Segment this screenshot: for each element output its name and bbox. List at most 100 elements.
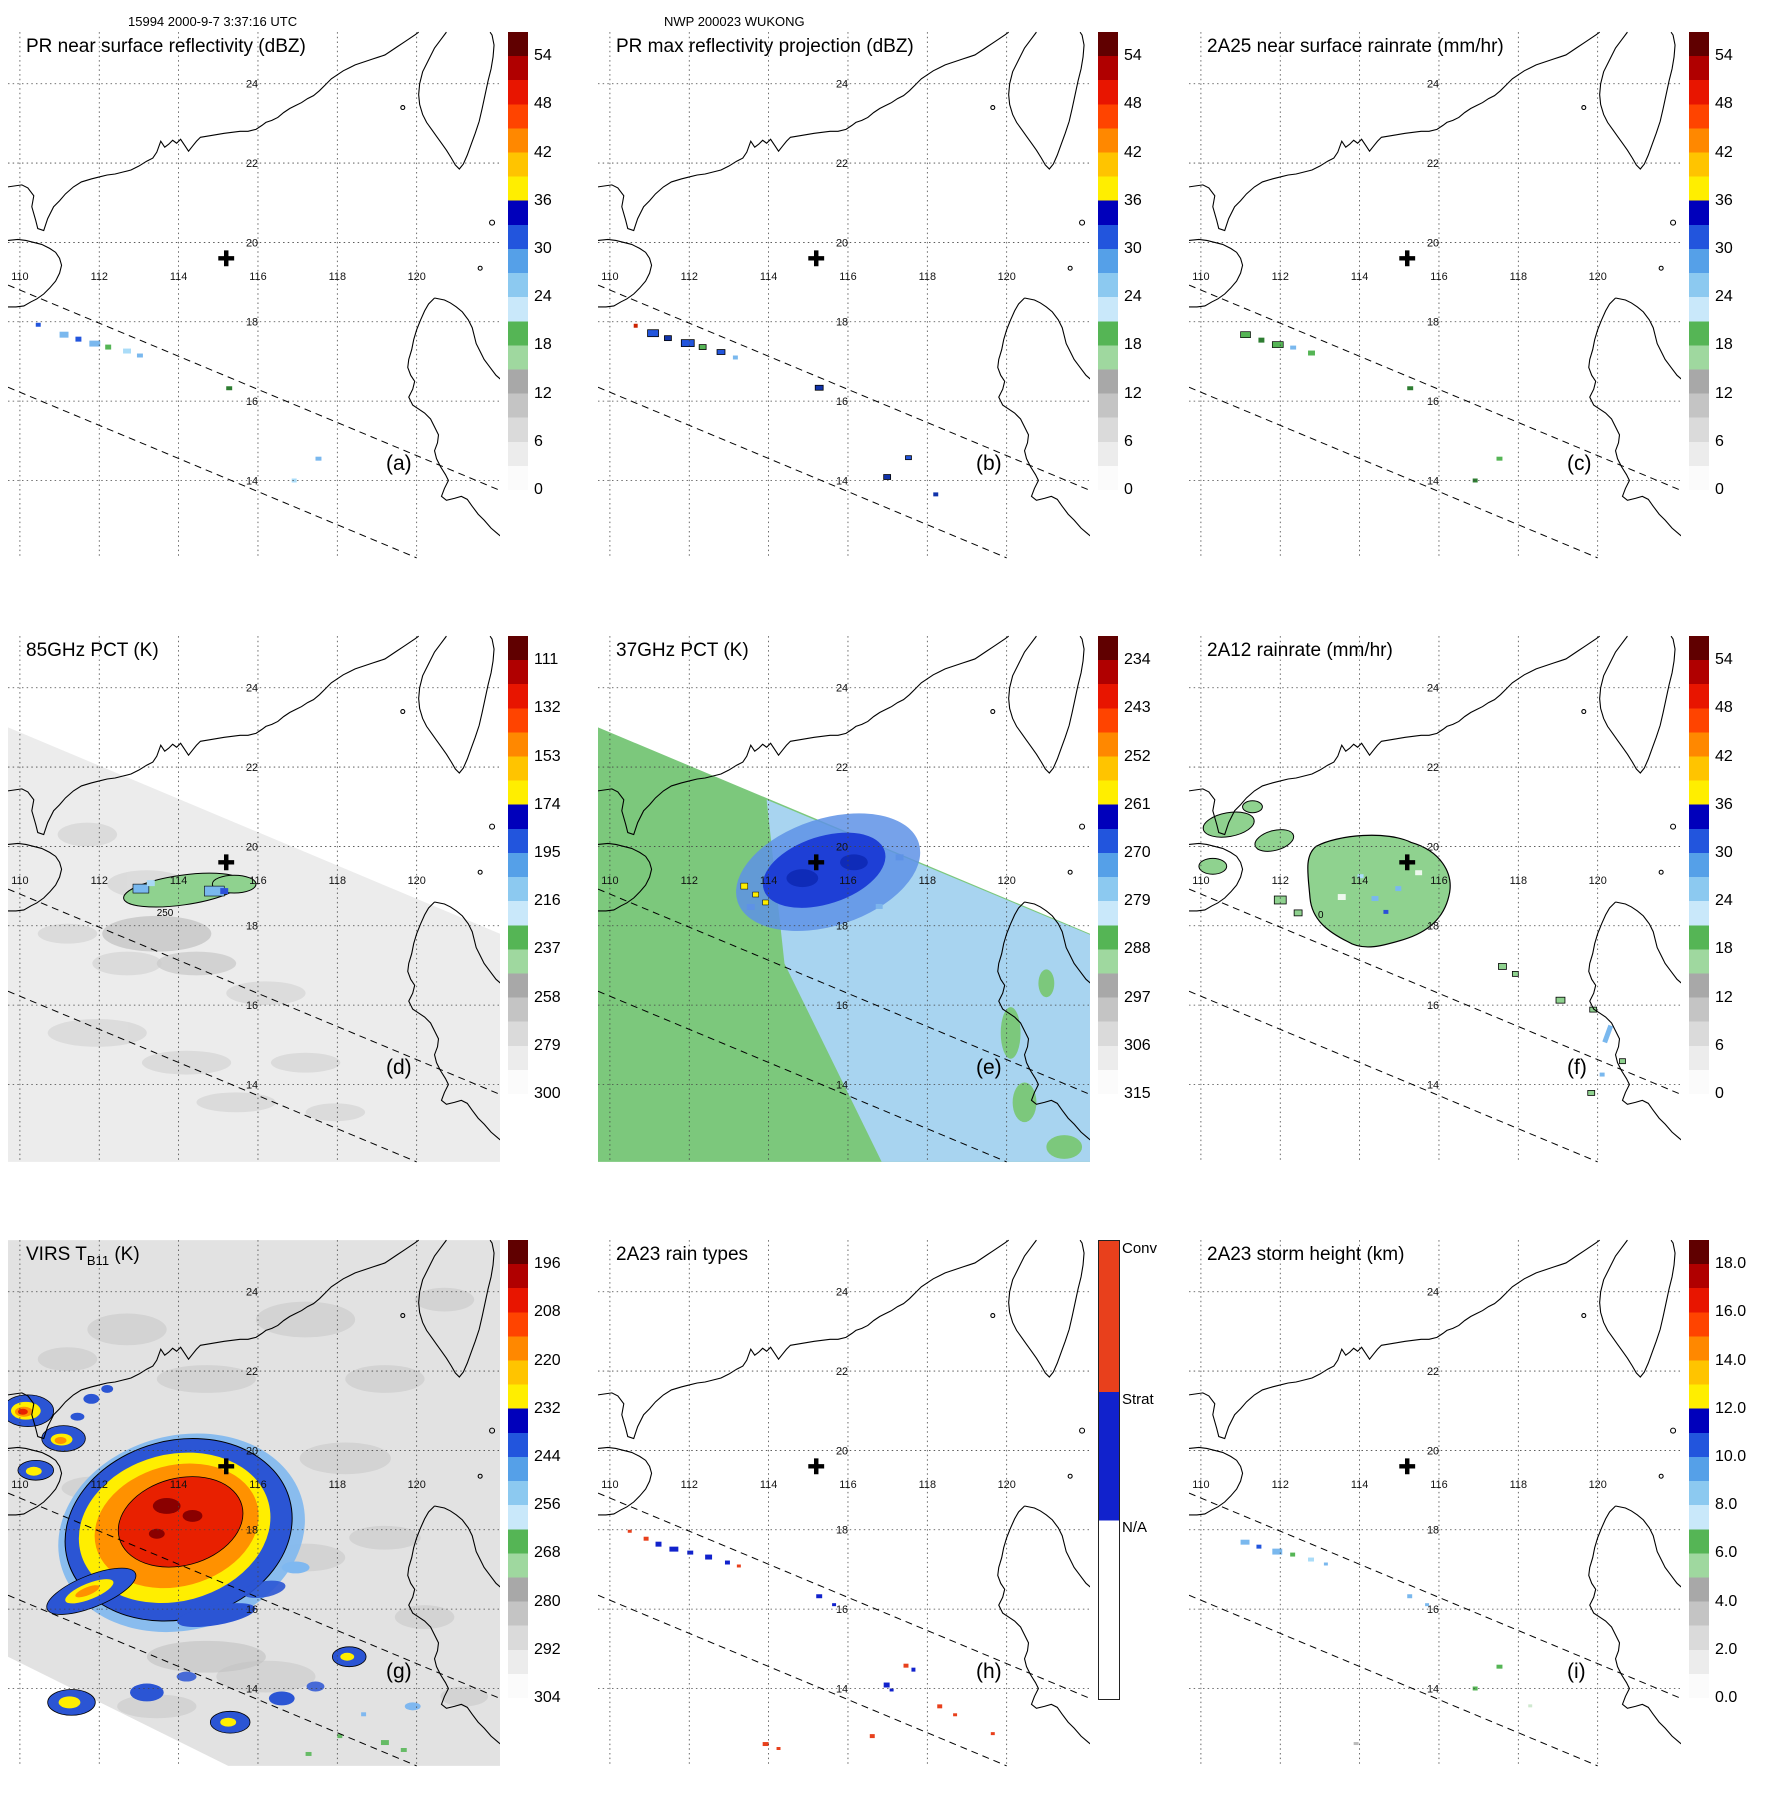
colorbar-tick-label: 36 — [534, 191, 552, 209]
colorbar-gradient — [508, 636, 528, 1094]
grid-label: 114 — [760, 1479, 777, 1491]
data-overlay: 0 — [1198, 800, 1626, 1096]
panel-a: 110 112 114 116 118 120 24 22 20 18 16 14 PR near s… — [0, 30, 590, 595]
grid-label: 24 — [1427, 79, 1439, 91]
panel-d: 250 110 112 114 116 118 120 24 22 20 18 16 14 85GHz… — [0, 634, 590, 1199]
colorbar-tick-label: 18.0 — [1715, 1255, 1747, 1273]
grid-label: 116 — [249, 875, 266, 887]
map-canvas: 110 112 114 116 118 120 24 22 20 18 16 14 — [1189, 1238, 1681, 1768]
colorbar-tick-label: 300 — [534, 1085, 561, 1102]
map-c: 110 112 114 116 118 120 24 22 20 18 16 14 2A25 near… — [1189, 30, 1681, 560]
colorbar-tick-label: 6.0 — [1715, 1544, 1738, 1562]
grid-label: 120 — [998, 875, 1016, 887]
colorbar-gradient — [508, 1240, 528, 1698]
grid-label: 14 — [836, 1683, 848, 1695]
data-overlay — [598, 727, 1090, 1162]
colorbar-tick-label: 54 — [1124, 47, 1142, 65]
grid-label: 120 — [1589, 1479, 1607, 1491]
grid-label: 16 — [246, 1000, 258, 1012]
colorbar-tick-label: 306 — [1124, 1036, 1151, 1054]
colorbar-tick-label: 244 — [534, 1447, 561, 1465]
grid-labels: 110 112 114 116 118 120 24 22 20 18 16 14 — [11, 1287, 426, 1696]
grid-label: 116 — [249, 1479, 266, 1491]
grid-label: 120 — [408, 271, 426, 283]
grid-label: 20 — [836, 841, 848, 853]
grid-label: 22 — [1427, 1366, 1439, 1378]
colorbar-tick-label: 6 — [534, 432, 543, 450]
panel-title: 2A25 near surface rainrate (mm/hr) — [1207, 36, 1504, 57]
grid-label: 120 — [408, 1479, 426, 1491]
colorbar: 54 48 42 36 30 24 18 12 6 0 — [1098, 32, 1178, 498]
colorbar-tick-label: 132 — [534, 699, 561, 717]
map-canvas: 0 110 112 114 116 118 120 24 22 20 18 16 14 — [1189, 634, 1681, 1164]
grid-label: 20 — [1427, 237, 1439, 249]
grid-labels: 110 112 114 116 118 120 24 22 20 18 16 14 — [11, 79, 426, 488]
grid-label: 114 — [760, 875, 777, 887]
grid-label: 24 — [246, 1287, 258, 1299]
colorbar-tick-label: 315 — [1124, 1085, 1151, 1102]
map-canvas: 110 112 114 116 118 120 24 22 20 18 16 14 — [1189, 30, 1681, 560]
grid-label: 24 — [246, 79, 258, 91]
colorbar-gradient — [1098, 1240, 1120, 1700]
grid-label: 120 — [998, 271, 1016, 283]
grid-label: 16 — [1427, 1604, 1439, 1616]
grid-label: 120 — [1589, 271, 1607, 283]
colorbar: 54 48 42 36 30 24 18 12 6 0 — [1689, 32, 1769, 498]
colorbar: 196 208 220 232 244 256 268 280 292 304 — [508, 1240, 588, 1706]
grid-label: 112 — [91, 271, 108, 283]
grid-label: 110 — [11, 875, 28, 887]
colorbar-gradient — [1689, 636, 1709, 1094]
map-canvas: 110 112 114 116 118 120 24 22 20 18 16 14 — [598, 30, 1090, 560]
colorbar-tick-label: 268 — [534, 1544, 561, 1562]
grid-label: 24 — [836, 1287, 848, 1299]
grid-label: 114 — [1351, 271, 1368, 283]
colorbar-tick-label: 0 — [1715, 1085, 1724, 1102]
colorbar-tick-label: 48 — [1715, 699, 1733, 717]
panel-i: 110 112 114 116 118 120 24 22 20 18 16 14 2A23 stor… — [1181, 1238, 1771, 1803]
colorbar-category-label: Strat — [1122, 1391, 1154, 1409]
grid-label: 14 — [836, 475, 848, 487]
map-g: 110 112 114 116 118 120 24 22 20 18 16 14 VIRS TB11… — [8, 1238, 500, 1768]
colorbar-tick-label: 6 — [1715, 432, 1724, 450]
grid-label: 14 — [246, 1079, 258, 1091]
grid-label: 16 — [836, 1604, 848, 1616]
panel-title: 2A23 rain types — [616, 1244, 749, 1265]
grid-labels: 110 112 114 116 118 120 24 22 20 18 16 14 — [1192, 79, 1607, 488]
grid-label: 18 — [836, 317, 848, 329]
colorbar-tick-label: 24 — [1715, 288, 1733, 306]
colorbar-tick-label: 195 — [534, 843, 561, 861]
grid-label: 20 — [246, 841, 258, 853]
grid-label: 16 — [246, 1604, 258, 1616]
data-overlay — [8, 1240, 500, 1766]
panel-letter: (a) — [386, 452, 412, 475]
grid-label: 116 — [249, 271, 266, 283]
colorbar-tick-label: 8.0 — [1715, 1496, 1738, 1514]
colorbar-tick-label: 12 — [1715, 988, 1733, 1006]
grid-label: 110 — [11, 271, 28, 283]
grid-labels: 110 112 114 116 118 120 24 22 20 18 16 14 — [601, 683, 1016, 1092]
grid-label: 112 — [681, 271, 698, 283]
grid-label: 118 — [919, 271, 936, 283]
colorbar-tick-label: 18 — [1124, 336, 1142, 354]
colorbar-tick-label: 16.0 — [1715, 1303, 1747, 1321]
map-a: 110 112 114 116 118 120 24 22 20 18 16 14 PR near s… — [8, 30, 500, 560]
colorbar-tick-label: 6 — [1124, 432, 1133, 450]
grid-label: 22 — [246, 1366, 258, 1378]
grid-label: 110 — [1192, 875, 1209, 887]
grid-label: 118 — [329, 271, 346, 283]
grid-label: 16 — [836, 396, 848, 408]
grid-label: 112 — [1272, 875, 1289, 887]
grid-label: 16 — [1427, 1000, 1439, 1012]
colorbar-tick-label: 42 — [1715, 747, 1733, 765]
colorbar-tick-label: 30 — [1715, 843, 1733, 861]
grid-label: 24 — [1427, 683, 1439, 695]
panel-letter: (f) — [1567, 1056, 1587, 1079]
colorbar-tick-label: 12 — [534, 384, 552, 402]
colorbar: 111 132 153 174 195 216 237 258 279 300 — [508, 636, 588, 1102]
colorbar-tick-label: 42 — [1715, 143, 1733, 161]
grid-label: 114 — [170, 875, 187, 887]
grid-label: 22 — [836, 762, 848, 774]
colorbar-tick-label: 0.0 — [1715, 1689, 1738, 1706]
grid-label: 18 — [246, 317, 258, 329]
colorbar-tick-label: 4.0 — [1715, 1592, 1738, 1610]
